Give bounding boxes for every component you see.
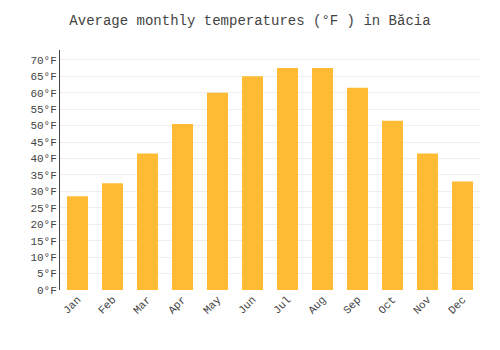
svg-text:Feb: Feb (96, 294, 118, 316)
svg-text:60°F: 60°F (30, 88, 56, 100)
svg-text:Average monthly temperatures (: Average monthly temperatures (°F ) in Bă… (69, 13, 430, 29)
svg-text:5°F: 5°F (37, 268, 57, 280)
svg-text:65°F: 65°F (30, 71, 56, 83)
svg-text:10°F: 10°F (30, 252, 56, 264)
svg-text:Jun: Jun (236, 294, 258, 316)
svg-text:15°F: 15°F (30, 236, 56, 248)
svg-text:Aug: Aug (306, 294, 328, 316)
svg-text:Mar: Mar (131, 294, 153, 316)
svg-text:35°F: 35°F (30, 170, 56, 182)
svg-text:Apr: Apr (166, 294, 188, 316)
svg-text:Jul: Jul (271, 294, 293, 316)
svg-text:May: May (201, 294, 224, 317)
svg-text:0°F: 0°F (37, 285, 57, 297)
svg-text:Sep: Sep (341, 294, 363, 316)
svg-text:20°F: 20°F (30, 219, 56, 231)
svg-text:Oct: Oct (376, 294, 398, 316)
svg-text:70°F: 70°F (30, 55, 56, 67)
svg-text:Dec: Dec (446, 294, 468, 316)
svg-text:50°F: 50°F (30, 120, 56, 132)
svg-text:40°F: 40°F (30, 153, 56, 165)
svg-text:Nov: Nov (411, 294, 434, 317)
svg-text:55°F: 55°F (30, 104, 56, 116)
svg-text:25°F: 25°F (30, 203, 56, 215)
svg-text:Jan: Jan (61, 294, 83, 316)
svg-text:30°F: 30°F (30, 186, 56, 198)
svg-text:45°F: 45°F (30, 137, 56, 149)
